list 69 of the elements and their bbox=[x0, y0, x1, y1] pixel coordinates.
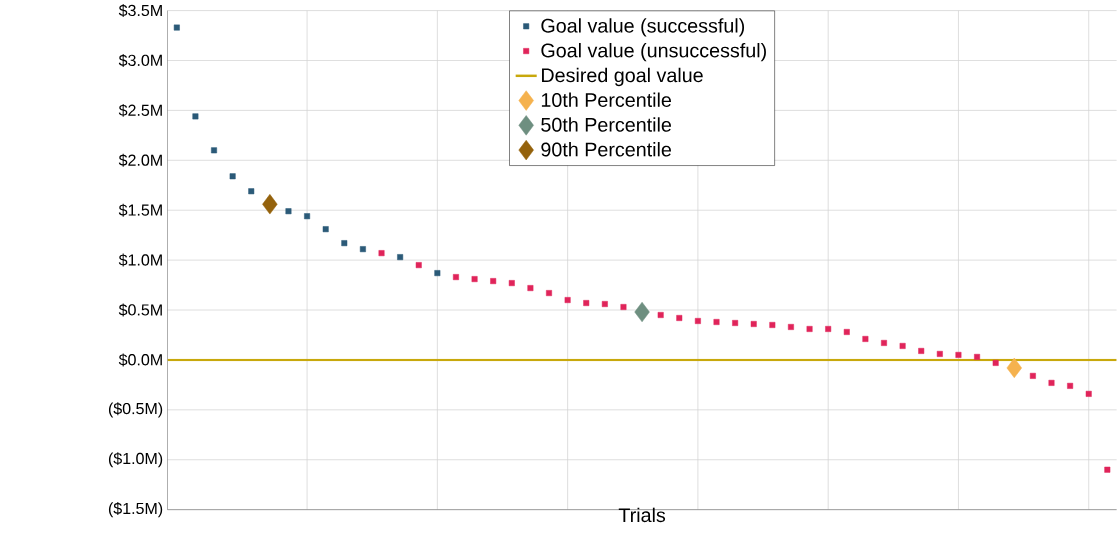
legend-label: Goal value (successful) bbox=[541, 18, 745, 37]
point bbox=[992, 360, 999, 367]
y-tick-label: $1.5M bbox=[118, 203, 162, 217]
point bbox=[583, 300, 590, 307]
point bbox=[490, 278, 497, 285]
point bbox=[657, 312, 664, 319]
y-tick-label: $2.0M bbox=[118, 154, 162, 167]
point bbox=[1048, 380, 1055, 387]
point bbox=[304, 213, 311, 220]
point bbox=[1067, 383, 1074, 390]
point bbox=[787, 324, 794, 331]
point bbox=[974, 354, 981, 361]
point bbox=[173, 24, 180, 31]
point bbox=[1085, 391, 1092, 398]
point bbox=[825, 326, 832, 333]
x-axis-title: Trials bbox=[618, 507, 666, 523]
point bbox=[211, 147, 217, 154]
point bbox=[285, 208, 292, 215]
point bbox=[955, 352, 962, 359]
point bbox=[862, 336, 869, 343]
y-tick-label: $3.0M bbox=[118, 54, 162, 68]
point bbox=[843, 329, 850, 336]
point bbox=[881, 340, 887, 347]
point bbox=[453, 274, 459, 281]
point bbox=[434, 270, 441, 277]
point bbox=[936, 351, 943, 358]
point bbox=[694, 318, 701, 325]
point bbox=[415, 262, 422, 269]
point bbox=[229, 173, 236, 180]
point bbox=[676, 315, 683, 322]
y-tick-label: $0.5M bbox=[118, 303, 162, 317]
y-tick-label: $0.0M bbox=[118, 353, 162, 367]
point bbox=[1029, 373, 1036, 380]
point bbox=[806, 326, 813, 333]
y-tick-label: ($1.5M) bbox=[108, 502, 163, 518]
y-tick-label: ($0.5M) bbox=[108, 402, 163, 418]
legend-label: Desired goal value bbox=[542, 67, 703, 87]
legend-label: 90th Percentile bbox=[541, 142, 672, 157]
point bbox=[378, 250, 385, 257]
point bbox=[262, 194, 278, 215]
point bbox=[192, 113, 199, 120]
point bbox=[1006, 358, 1022, 379]
point bbox=[634, 302, 650, 323]
legend-label: Goal value (unsuccessful) bbox=[541, 43, 766, 62]
point bbox=[564, 297, 571, 304]
point bbox=[397, 254, 404, 261]
point bbox=[918, 348, 925, 355]
y-tick-label: $3.5M bbox=[118, 4, 162, 18]
point bbox=[601, 301, 608, 308]
point bbox=[620, 304, 627, 311]
point bbox=[527, 285, 534, 292]
point bbox=[1104, 466, 1111, 473]
legend-label: 10th Percentile bbox=[541, 92, 672, 108]
legend-label: 50th Percentile bbox=[541, 117, 672, 132]
point bbox=[471, 276, 478, 283]
point bbox=[769, 322, 776, 329]
point bbox=[359, 246, 366, 253]
y-tick-label: $1.0M bbox=[118, 253, 162, 267]
point bbox=[248, 188, 255, 195]
point bbox=[322, 226, 329, 233]
point bbox=[508, 280, 515, 287]
point bbox=[750, 321, 757, 328]
point bbox=[713, 319, 720, 326]
point bbox=[341, 240, 348, 247]
point bbox=[732, 320, 739, 327]
y-tick-label: ($1.0M) bbox=[108, 452, 163, 468]
point bbox=[899, 343, 906, 350]
y-tick-label: $2.5M bbox=[118, 104, 162, 118]
point bbox=[546, 290, 552, 297]
